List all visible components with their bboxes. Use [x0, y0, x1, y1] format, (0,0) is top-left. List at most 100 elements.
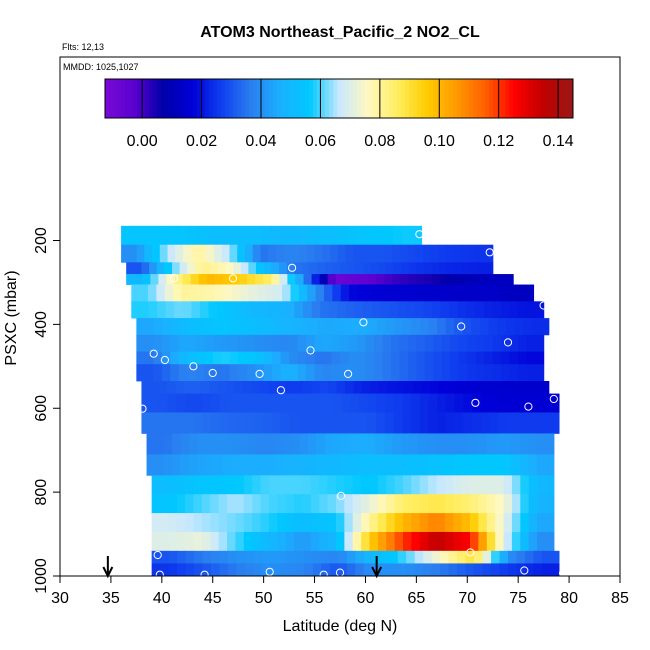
heatmap-cell	[268, 494, 278, 514]
heatmap-cell	[483, 284, 493, 302]
heatmap-cell	[379, 381, 389, 394]
heatmap-cell	[200, 301, 210, 319]
heatmap-cell	[365, 364, 375, 382]
heatmap-cell	[306, 351, 316, 365]
heatmap-cell	[168, 475, 178, 495]
heatmap-cell	[508, 563, 518, 577]
heatmap-cell	[550, 550, 560, 564]
heatmap-cell	[158, 225, 169, 246]
heatmap-cell	[176, 475, 186, 495]
heatmap-cell	[265, 454, 275, 476]
heatmap-cell	[444, 531, 454, 552]
heatmap-cell	[174, 274, 184, 285]
heatmap-cell	[317, 262, 326, 275]
heatmap-cell	[441, 351, 451, 365]
heatmap-cell	[219, 550, 229, 564]
heatmap-cell	[323, 334, 333, 353]
colorbar-cell	[237, 79, 242, 118]
heatmap-cell	[389, 563, 399, 577]
heatmap-cell	[291, 244, 300, 263]
heatmap-cell	[201, 513, 211, 533]
heatmap-cell	[397, 550, 407, 564]
heatmap-cell	[189, 284, 199, 302]
heatmap-cell	[228, 393, 238, 413]
heatmap-cell	[384, 454, 394, 476]
heatmap-cell	[520, 513, 530, 533]
heatmap-cell	[193, 393, 203, 413]
heatmap-cell	[275, 244, 285, 263]
colorbar-cell	[561, 79, 566, 118]
heatmap-cell	[218, 494, 228, 514]
heatmap-cell	[289, 393, 299, 413]
heatmap-cell	[240, 284, 250, 302]
x-tick-label: 70	[458, 590, 476, 607]
x-tick-label: 55	[306, 590, 324, 607]
heatmap-cell	[263, 351, 273, 365]
heatmap-cell	[195, 351, 205, 365]
heatmap-cell	[424, 274, 434, 285]
heatmap-cell	[265, 433, 275, 455]
heatmap-cell	[212, 364, 222, 382]
heatmap-cell	[432, 274, 442, 285]
heatmap-cell	[157, 301, 167, 319]
colorbar-cell	[365, 79, 370, 118]
heatmap-cell	[167, 244, 176, 263]
heatmap-cell	[212, 351, 222, 365]
colorbar-cell	[509, 79, 514, 118]
heatmap-cell	[176, 494, 186, 514]
sample-point	[155, 570, 164, 579]
sample-point	[138, 404, 147, 413]
colorbar-cell	[305, 79, 310, 118]
heatmap-cell	[268, 513, 278, 533]
heatmap-cell	[453, 513, 463, 533]
heatmap-cell	[484, 351, 494, 365]
heatmap-cell	[540, 318, 550, 336]
heatmap-cell	[511, 433, 521, 455]
heatmap-cell	[376, 244, 385, 263]
heatmap-cell	[278, 262, 288, 275]
heatmap-cell	[416, 262, 425, 275]
y-tick-label: 1000	[33, 558, 50, 594]
heatmap-cell	[430, 244, 440, 263]
heatmap-cell	[252, 513, 262, 533]
heatmap-cell	[523, 381, 533, 394]
heatmap-cell	[406, 301, 416, 319]
heatmap-cell	[533, 550, 543, 564]
colorbar-cell	[129, 79, 134, 118]
heatmap-cell	[341, 412, 351, 434]
heatmap-cell	[335, 274, 345, 285]
heatmap-cell	[335, 513, 345, 533]
heatmap-cell	[350, 393, 360, 413]
heatmap-cell	[151, 494, 161, 514]
y-tick-label: 600	[33, 395, 50, 422]
date-label: MMDD: 1025,1027	[63, 62, 139, 72]
heatmap-cell	[365, 351, 375, 365]
heatmap-cell	[268, 475, 278, 495]
heatmap-cell	[367, 412, 377, 434]
heatmap-cell	[377, 494, 387, 514]
heatmap-cell	[404, 381, 414, 394]
heatmap-cell	[385, 318, 395, 336]
heatmap-cell	[495, 513, 505, 533]
heatmap-cell	[471, 393, 482, 413]
heatmap-cell	[235, 475, 245, 495]
heatmap-cell	[187, 334, 197, 353]
heatmap-cell	[470, 475, 480, 495]
heatmap-cell	[330, 244, 339, 263]
heatmap-cell	[491, 284, 501, 302]
heatmap-cell	[327, 475, 337, 495]
heatmap-cell	[304, 550, 314, 564]
heatmap-cell	[528, 454, 538, 476]
colorbar-cell	[117, 79, 122, 118]
heatmap-cell	[144, 318, 155, 336]
heatmap-cell	[482, 550, 492, 564]
heatmap-cell	[190, 274, 200, 285]
heatmap-cell	[253, 563, 263, 577]
heatmap-cell	[176, 513, 186, 533]
colorbar-cell	[541, 79, 546, 118]
colorbar-cell	[357, 79, 362, 118]
sample-point	[153, 550, 162, 560]
heatmap-cell	[335, 475, 345, 495]
heatmap-cell	[214, 244, 223, 263]
heatmap-cell	[179, 262, 188, 275]
